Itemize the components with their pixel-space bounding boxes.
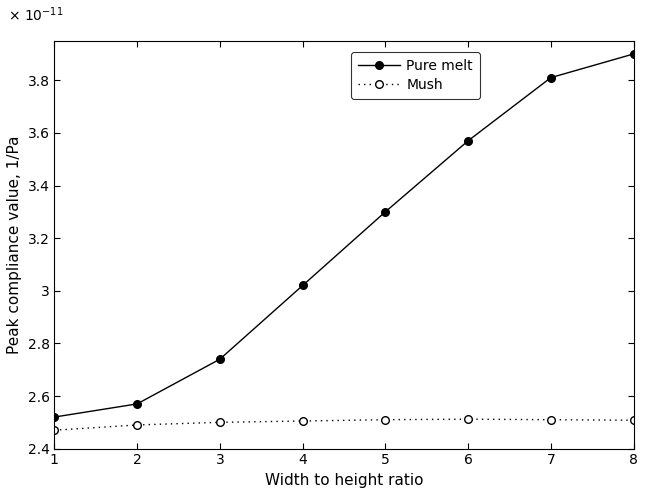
- X-axis label: Width to height ratio: Width to height ratio: [264, 473, 423, 488]
- Pure melt: [50, 414, 58, 420]
- Y-axis label: Peak compliance value, 1/Pa: Peak compliance value, 1/Pa: [7, 136, 22, 354]
- Mush: [381, 417, 389, 423]
- Pure melt: [547, 75, 555, 81]
- Mush: [299, 418, 306, 424]
- Pure melt: [216, 356, 224, 362]
- Line: Mush: Mush: [50, 415, 637, 434]
- Text: $\times$ $10^{-11}$: $\times$ $10^{-11}$: [8, 6, 63, 24]
- Pure melt: [630, 51, 637, 57]
- Line: Pure melt: Pure melt: [50, 50, 637, 421]
- Mush: [216, 419, 224, 425]
- Mush: [134, 422, 141, 428]
- Legend: Pure melt, Mush: Pure melt, Mush: [351, 52, 480, 99]
- Mush: [547, 417, 555, 423]
- Pure melt: [381, 209, 389, 215]
- Pure melt: [464, 138, 472, 144]
- Mush: [630, 417, 637, 423]
- Mush: [50, 427, 58, 433]
- Mush: [464, 416, 472, 422]
- Pure melt: [299, 283, 306, 289]
- Pure melt: [134, 401, 141, 407]
